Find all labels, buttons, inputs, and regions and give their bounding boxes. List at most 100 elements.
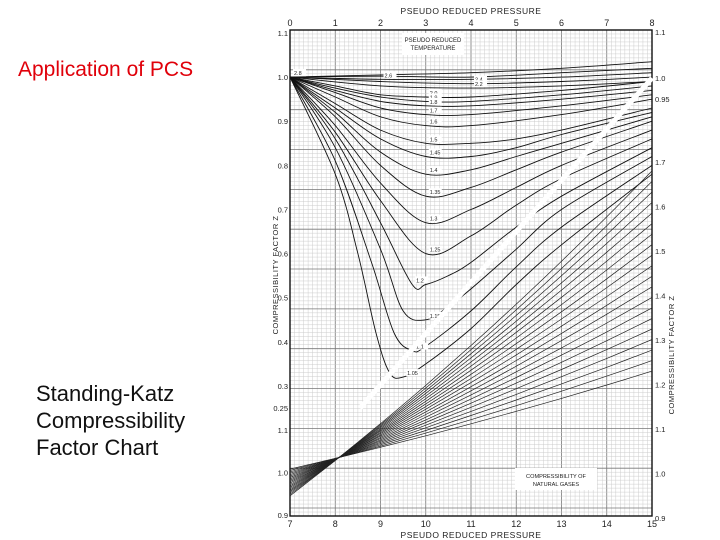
series-line bbox=[289, 76, 653, 107]
series-label: 1.4 bbox=[430, 168, 438, 174]
series-label: 1.7 bbox=[430, 109, 438, 115]
series-label-bg bbox=[415, 342, 429, 350]
left-lower-tick-label: 0.9 bbox=[278, 511, 288, 520]
series-label: 1.15 bbox=[430, 314, 441, 320]
right-tick-label: 1.5 bbox=[655, 247, 665, 256]
left-tick-label: 0.8 bbox=[278, 161, 288, 170]
top-tick-label: 2 bbox=[378, 18, 383, 28]
series-line bbox=[289, 61, 653, 78]
bottom-axis-label: PSEUDO REDUCED PRESSURE bbox=[401, 530, 542, 540]
chart-frame bbox=[289, 29, 653, 517]
series-label: 1.8 bbox=[430, 100, 438, 106]
bottom-tick-label: 14 bbox=[602, 519, 612, 529]
right-upper-tick-label: 0.95 bbox=[655, 95, 670, 104]
left-tick-label: 0.9 bbox=[278, 117, 288, 126]
series-label-bg bbox=[428, 97, 442, 105]
left-axis-label: COMPRESSIBILITY FACTOR Z bbox=[271, 216, 280, 335]
series-line bbox=[289, 76, 653, 290]
series-line bbox=[289, 76, 653, 117]
bottom-tick-label: 10 bbox=[421, 519, 431, 529]
series-line bbox=[289, 76, 653, 159]
top-tick-label: 4 bbox=[468, 18, 473, 28]
caption-line-3: Factor Chart bbox=[36, 435, 159, 460]
series-line bbox=[289, 76, 653, 89]
left-tick-label: 1.0 bbox=[278, 73, 288, 82]
right-tick-label: 1.2 bbox=[655, 381, 665, 390]
chart-caption: Standing-Katz Compressibility Factor Cha… bbox=[36, 380, 236, 461]
series-label: 1.1 bbox=[416, 345, 424, 351]
top-axis-label: PSEUDO REDUCED PRESSURE bbox=[401, 6, 542, 16]
series-label-bg bbox=[428, 245, 442, 253]
series-label-bg bbox=[428, 117, 442, 125]
chart-title-bg bbox=[515, 468, 597, 490]
series-line bbox=[289, 76, 653, 85]
standing-katz-chart: 0 1 2 3 4 5 6 7 8 7 8 9 10 11 12 13 14 15 1.1 1.0 0.9 0.8 0.7 0… bbox=[260, 0, 720, 540]
legend-header-line1: PSEUDO REDUCED bbox=[405, 38, 462, 44]
chart-grid bbox=[289, 29, 653, 517]
series-label: 1.45 bbox=[430, 151, 441, 157]
bottom-tick-label: 9 bbox=[378, 519, 383, 529]
caption-line-2: Compressibility bbox=[36, 408, 186, 433]
left-tick-label: 0.3 bbox=[278, 382, 288, 391]
bottom-tick-label: 15 bbox=[647, 519, 657, 529]
left-tick-label: 0.6 bbox=[278, 250, 288, 259]
series-label: 2.2 bbox=[475, 82, 483, 88]
series-label-bg bbox=[293, 69, 306, 77]
top-tick-label: 3 bbox=[423, 18, 428, 28]
bottom-tick-label: 8 bbox=[333, 519, 338, 529]
right-tick-label: 1.7 bbox=[655, 158, 665, 167]
right-tick-label: 0.9 bbox=[655, 514, 665, 523]
chart-title-line2: NATURAL GASES bbox=[533, 482, 580, 488]
right-upper-tick-label: 1.0 bbox=[655, 74, 665, 83]
series-label-bg bbox=[428, 106, 442, 114]
series-label-bg bbox=[428, 93, 442, 101]
series-label-bg bbox=[415, 276, 429, 284]
series-label-bg bbox=[428, 148, 442, 156]
left-lower-tick-label: 1.1 bbox=[278, 426, 288, 435]
series-line bbox=[289, 72, 653, 81]
series-label: 2.8 bbox=[294, 71, 302, 77]
bottom-tick-label: 7 bbox=[287, 519, 292, 529]
series-label: 1.2 bbox=[416, 278, 424, 284]
series-line bbox=[289, 76, 653, 225]
top-tick-label: 8 bbox=[649, 18, 654, 28]
series-label: 1.5 bbox=[430, 137, 438, 143]
series-label-bg bbox=[428, 88, 442, 96]
bottom-tick-label: 12 bbox=[511, 519, 521, 529]
series-line bbox=[289, 76, 653, 379]
right-axis-label: COMPRESSIBILITY FACTOR Z bbox=[667, 296, 676, 415]
chart-labels: PSEUDO REDUCED PRESSURE PSEUDO REDUCED PR… bbox=[271, 6, 676, 540]
series-label: 1.3 bbox=[430, 217, 438, 223]
top-tick-label: 0 bbox=[287, 18, 292, 28]
left-tick-label: 0.4 bbox=[278, 338, 288, 347]
series-label-bg bbox=[428, 214, 442, 222]
series-label-bg bbox=[406, 369, 420, 377]
left-tick-label: 1.1 bbox=[278, 29, 288, 38]
series-label: 1.35 bbox=[430, 190, 441, 196]
right-tick-label: 1.4 bbox=[655, 292, 665, 301]
series-line bbox=[289, 67, 653, 78]
right-tick-label: 1.0 bbox=[655, 470, 665, 479]
diagonal-separator bbox=[358, 76, 654, 410]
series-label: 1.05 bbox=[407, 371, 418, 377]
series-label: 1.6 bbox=[430, 120, 438, 126]
bottom-tick-label: 11 bbox=[466, 519, 475, 529]
series-label-bg bbox=[428, 135, 442, 143]
series-label-bg bbox=[474, 75, 487, 83]
right-tick-label: 1.6 bbox=[655, 203, 665, 212]
plot-frame bbox=[289, 29, 653, 517]
series-label-bg bbox=[428, 188, 442, 196]
series-line bbox=[289, 76, 653, 128]
left-tick-label: 0.5 bbox=[278, 294, 288, 303]
caption-line-1: Standing-Katz bbox=[36, 381, 175, 406]
chart-curves: 3.02.82.62.42.22.01.91.81.71.61.51.451.4… bbox=[289, 61, 653, 379]
top-tick-label: 6 bbox=[559, 18, 564, 28]
high-pressure-line bbox=[289, 370, 653, 470]
left-tick-label: 0.7 bbox=[278, 205, 288, 214]
bottom-tick-label: 13 bbox=[556, 519, 566, 529]
series-label: 2.6 bbox=[385, 73, 393, 79]
left-lower-tick-label: 1.0 bbox=[278, 469, 288, 478]
right-tick-label: 1.1 bbox=[655, 425, 665, 434]
top-tick-label: 7 bbox=[604, 18, 609, 28]
top-tick-label: 1 bbox=[333, 18, 338, 28]
